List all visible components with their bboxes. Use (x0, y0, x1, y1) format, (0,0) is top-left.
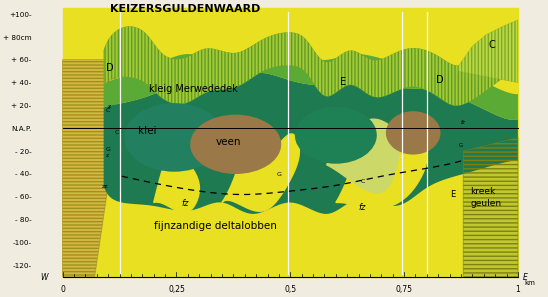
Text: W: W (40, 273, 48, 282)
Polygon shape (222, 134, 299, 211)
Polygon shape (154, 153, 199, 212)
Text: G: G (106, 147, 111, 152)
Text: z: z (108, 104, 111, 109)
Text: veen: veen (215, 138, 241, 147)
Text: G: G (277, 172, 282, 177)
Text: C: C (106, 108, 110, 113)
Text: kleig Merwededek: kleig Merwededek (149, 84, 238, 94)
Text: fz: fz (461, 120, 466, 125)
Ellipse shape (124, 103, 224, 172)
Text: D: D (436, 75, 443, 85)
Polygon shape (62, 60, 117, 277)
Text: km: km (525, 280, 535, 286)
Text: C: C (488, 40, 495, 50)
Polygon shape (336, 119, 427, 208)
Text: klei: klei (138, 126, 156, 136)
Text: C: C (115, 130, 119, 135)
Polygon shape (104, 45, 518, 120)
Polygon shape (459, 20, 518, 83)
Polygon shape (327, 119, 399, 193)
Text: fijnzandige deltalobben: fijnzandige deltalobben (154, 221, 277, 231)
Text: D: D (106, 63, 113, 73)
Text: fz: fz (181, 199, 189, 208)
Polygon shape (463, 138, 518, 277)
Polygon shape (104, 73, 518, 214)
Text: E: E (522, 273, 527, 282)
Ellipse shape (190, 115, 281, 174)
Text: fz: fz (358, 203, 366, 212)
Ellipse shape (295, 107, 377, 164)
Text: E: E (340, 77, 346, 87)
Ellipse shape (386, 111, 441, 154)
Polygon shape (104, 26, 518, 106)
Text: KEIZERSGULDENWAARD: KEIZERSGULDENWAARD (111, 4, 261, 14)
Text: G: G (459, 143, 463, 148)
Text: zz: zz (101, 184, 108, 189)
Text: z: z (106, 153, 109, 158)
Text: kreek
geulen: kreek geulen (470, 187, 501, 208)
Text: E: E (449, 190, 455, 199)
Text: C: C (361, 179, 365, 184)
